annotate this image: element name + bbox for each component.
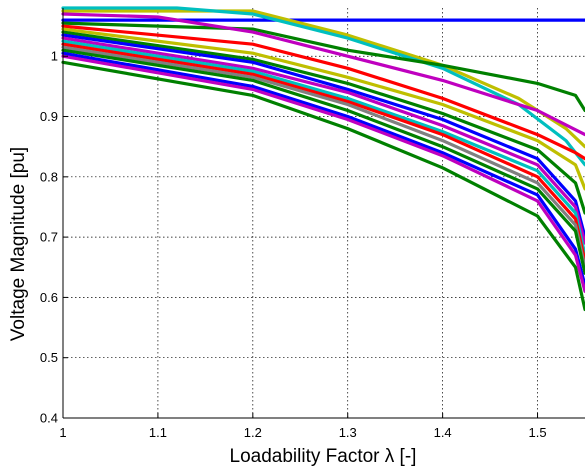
series-line-14 — [61, 48, 585, 275]
x-tick-label: 1.4 — [434, 425, 452, 440]
series-line-16 — [61, 54, 585, 293]
y-tick-label: 1 — [51, 49, 58, 64]
series-line-8 — [61, 30, 585, 215]
y-axis-title: Voltage Magnitude [pu] — [8, 147, 29, 341]
series-line-11 — [61, 39, 585, 257]
y-tick-label: 0.4 — [40, 411, 58, 426]
series-line-15 — [61, 51, 585, 287]
y-tick-label: 0.8 — [40, 169, 58, 184]
series-line-12 — [61, 42, 585, 263]
series-line-4 — [61, 21, 585, 113]
x-tick-label: 1.5 — [529, 425, 547, 440]
series-line-7 — [61, 27, 585, 191]
y-tick-label: 0.9 — [40, 109, 58, 124]
y-tick-label: 0.7 — [40, 230, 58, 245]
x-tick-label: 1.3 — [339, 425, 357, 440]
y-tick-label: 0.5 — [40, 350, 58, 365]
x-tick-label: 1.2 — [244, 425, 262, 440]
series-line-17 — [61, 60, 585, 312]
series-line-13 — [61, 45, 585, 269]
x-tick-label: 1.1 — [149, 425, 167, 440]
y-axis-title-group: Voltage Magnitude [pu] — [8, 147, 29, 341]
series-line-5 — [61, 12, 585, 137]
series-line-9 — [61, 33, 585, 239]
y-tick-label: 0.6 — [40, 290, 58, 305]
series-line-6 — [61, 24, 585, 161]
x-tick-label: 1 — [59, 425, 66, 440]
x-axis-title: Loadability Factor λ [-] — [230, 446, 417, 467]
series-line-3 — [61, 6, 585, 167]
series-line-10 — [61, 36, 585, 245]
